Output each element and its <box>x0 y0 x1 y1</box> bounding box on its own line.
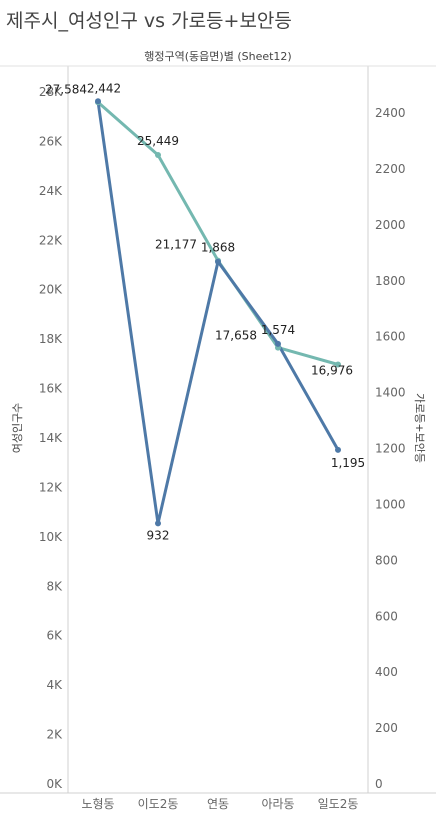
right-tick-label: 200 <box>375 721 398 735</box>
left-tick-label: 20K <box>39 283 63 297</box>
right-tick-label: 0 <box>375 777 383 791</box>
right-tick-label: 2200 <box>375 162 406 176</box>
chart-title: 제주시_여성인구 vs 가로등+보안등 <box>6 10 292 32</box>
right-tick-label: 600 <box>375 609 398 623</box>
right-tick-label: 400 <box>375 665 398 679</box>
data-label: 2,442 <box>87 81 121 95</box>
right-tick-label: 1800 <box>375 274 406 288</box>
right-tick-label: 800 <box>375 553 398 567</box>
data-label: 21,177 <box>155 238 197 252</box>
series-point-2 <box>95 98 101 105</box>
left-tick-label: 8K <box>46 579 63 593</box>
data-label: 25,449 <box>137 134 179 148</box>
left-tick-label: 26K <box>39 134 63 148</box>
left-tick-label: 28K <box>39 85 63 99</box>
series-point-1 <box>155 152 161 158</box>
data-label: 1,195 <box>331 456 365 470</box>
left-axis-title: 여성인구수 <box>11 403 24 454</box>
left-tick-label: 0K <box>46 777 63 791</box>
left-tick-label: 10K <box>39 530 63 544</box>
x-category-label: 노형동 <box>81 797 114 811</box>
x-category-label: 연동 <box>207 797 229 811</box>
left-tick-label: 2K <box>46 728 63 742</box>
left-tick-label: 16K <box>39 382 63 396</box>
right-tick-label: 2400 <box>375 106 406 120</box>
right-tick-label: 1600 <box>375 330 406 344</box>
series-point-2 <box>275 340 281 347</box>
right-tick-label: 1200 <box>375 442 406 456</box>
right-axis-title: 가로등+보안등 <box>413 393 426 463</box>
left-tick-label: 24K <box>39 184 63 198</box>
series-line-2 <box>96 101 340 525</box>
left-tick-label: 12K <box>39 480 63 494</box>
series-point-2 <box>215 258 221 265</box>
right-tick-label: 1400 <box>375 386 406 400</box>
series-point-1 <box>335 361 341 368</box>
left-tick-label: 4K <box>46 678 63 692</box>
data-label: 17,658 <box>215 329 257 343</box>
left-tick-label: 6K <box>46 629 63 643</box>
left-tick-label: 18K <box>39 332 63 346</box>
data-label: 1,574 <box>261 323 295 337</box>
data-label: 932 <box>147 528 170 542</box>
data-label: 1,868 <box>201 241 235 255</box>
left-tick-label: 22K <box>39 233 63 247</box>
series-line-1 <box>97 101 339 366</box>
x-category-label: 일도2동 <box>318 797 359 811</box>
series-point-2 <box>335 446 341 453</box>
right-tick-label: 2000 <box>375 218 406 232</box>
category-header: 행정구역(동읍면)별 (Sheet12) <box>144 50 291 63</box>
data-label: 27,584 <box>45 82 87 96</box>
x-category-label: 이도2동 <box>138 797 179 811</box>
left-tick-label: 14K <box>39 431 63 445</box>
data-label: 16,976 <box>311 363 353 377</box>
series-point-2 <box>155 520 161 527</box>
x-category-label: 아라동 <box>261 797 294 811</box>
right-tick-label: 1000 <box>375 497 406 511</box>
